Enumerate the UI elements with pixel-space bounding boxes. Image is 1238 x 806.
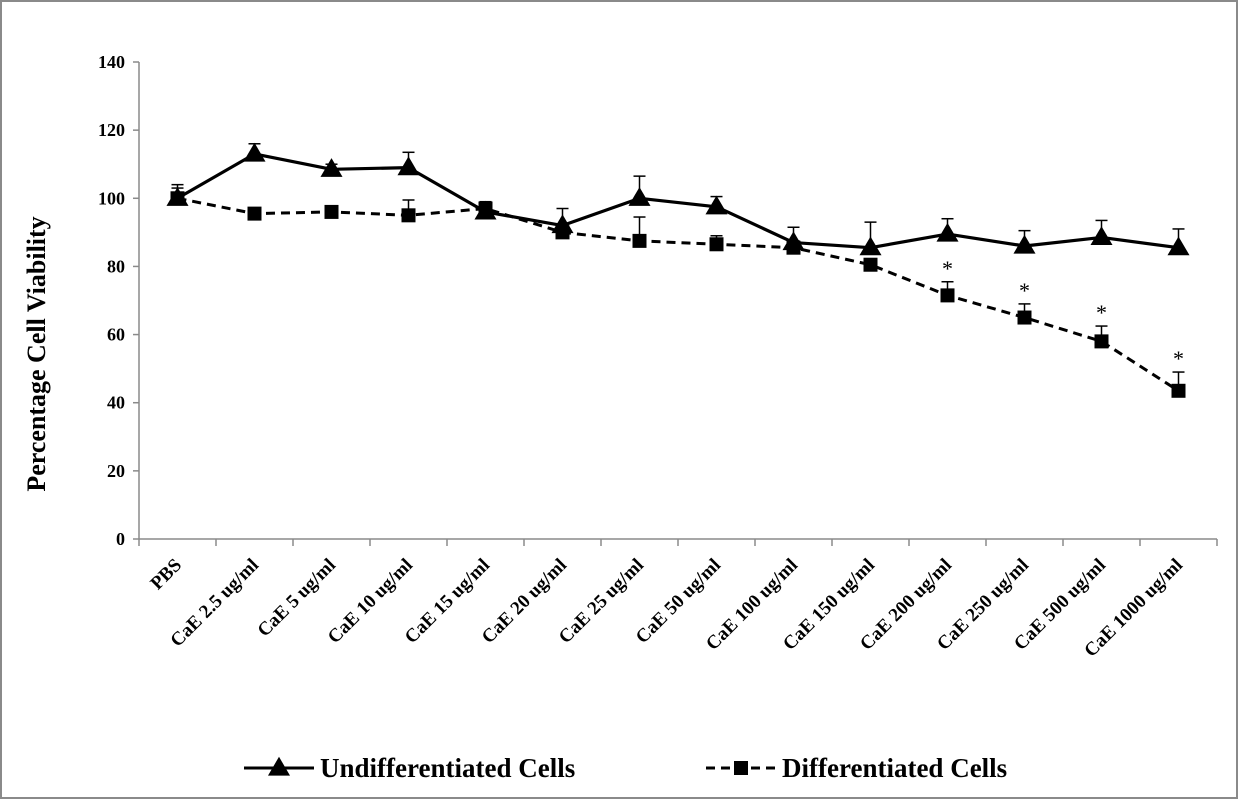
y-axis-label: Percentage Cell Viability: [22, 216, 51, 491]
data-point: [782, 231, 805, 251]
data-point: [320, 158, 343, 177]
data-point: [628, 187, 651, 206]
data-point: [1017, 310, 1032, 325]
labels: Percentage Cell Viability: [22, 216, 51, 491]
data-point: [936, 222, 959, 242]
y-tick-label: 140: [98, 52, 125, 72]
data-point: [474, 200, 497, 220]
significance-marker: *: [1019, 278, 1030, 303]
legend-item-differentiated-cells: Differentiated Cells: [706, 753, 1007, 783]
data-point: [632, 233, 647, 248]
x-category-label: CaE 5 ug/ml: [254, 555, 341, 642]
significance-marker: *: [942, 256, 953, 281]
legend-marker: [734, 761, 748, 775]
data-point: [940, 288, 955, 303]
legend-label: Differentiated Cells: [782, 753, 1007, 783]
series-line: [177, 196, 1180, 393]
y-tick-label: 0: [116, 529, 125, 549]
data-point: [324, 204, 339, 219]
series-layer: * * * *: [166, 142, 1190, 398]
data-point: [1090, 226, 1113, 246]
y-tick-label: 60: [107, 325, 125, 345]
y-tick-label: 100: [98, 188, 125, 208]
data-point: [859, 236, 882, 256]
y-tick-label: 120: [98, 120, 125, 140]
data-point: [243, 142, 266, 162]
data-point: [709, 237, 724, 252]
y-tick-label: 80: [107, 256, 125, 276]
data-point: [401, 208, 416, 223]
data-point: [166, 187, 189, 206]
data-point: [247, 206, 262, 221]
data-point: [551, 214, 574, 234]
data-point: [1094, 334, 1109, 349]
y-tick-label: 40: [107, 393, 125, 413]
legend-marker: [267, 756, 291, 776]
series-line: [176, 152, 1179, 250]
data-point: [1167, 236, 1190, 256]
data-point: [705, 195, 728, 215]
series-undifferentiated-cells: [166, 142, 1190, 256]
x-category-label: PBS: [147, 555, 186, 594]
data-point: [397, 156, 420, 176]
series-differentiated-cells: [170, 187, 1186, 398]
significance-marker: *: [1173, 346, 1184, 371]
legend-label: Undifferentiated Cells: [320, 753, 575, 783]
data-point: [1013, 234, 1036, 254]
data-point: [863, 257, 878, 272]
significance-marker: *: [1096, 300, 1107, 325]
y-tick-label: 20: [107, 461, 125, 481]
legend: Undifferentiated Cells Differentiated Cel…: [244, 753, 1007, 783]
data-point: [1171, 383, 1186, 398]
legend-item-undifferentiated-cells: Undifferentiated Cells: [244, 753, 575, 783]
